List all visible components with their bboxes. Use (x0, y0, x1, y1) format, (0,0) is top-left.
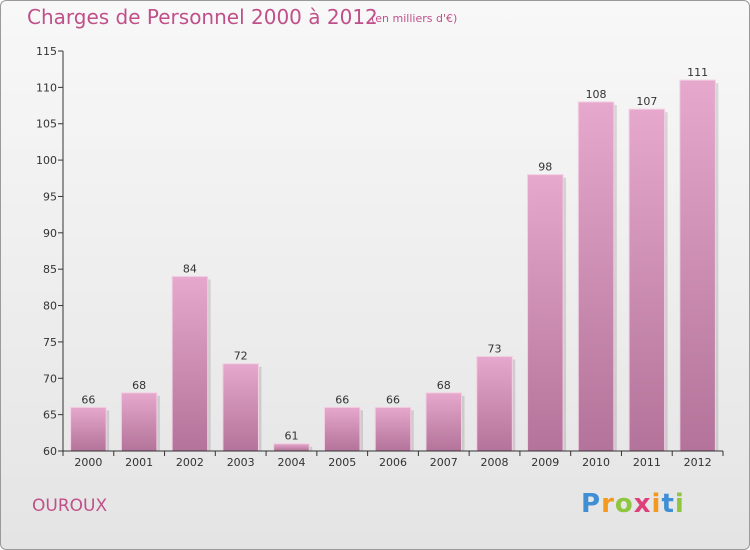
x-tick-label: 2000 (74, 456, 102, 469)
bar-value-label: 73 (488, 342, 502, 355)
bar-value-label: 68 (132, 379, 146, 392)
bar-value-label: 98 (538, 161, 552, 174)
bar-2001 (120, 392, 158, 452)
y-tick-label: 80 (43, 300, 57, 313)
x-tick-label: 2006 (379, 456, 407, 469)
bar-2012 (679, 79, 716, 452)
y-tick-label: 95 (43, 190, 57, 203)
bar-value-label: 84 (183, 262, 197, 275)
logo-letter: o (614, 489, 634, 519)
bar-value-label: 66 (386, 393, 400, 406)
y-tick-label: 110 (36, 81, 57, 94)
bar-value-label: 72 (234, 350, 248, 363)
proxiti-logo: Proxiti (581, 489, 685, 519)
bar-2009 (527, 174, 564, 452)
bar-value-label: 107 (636, 95, 657, 108)
bar-value-label: 61 (284, 430, 298, 443)
y-tick-label: 60 (43, 445, 57, 458)
logo-letter: P (581, 489, 602, 519)
bar-2003 (222, 363, 259, 452)
y-tick-label: 100 (36, 154, 57, 167)
logo-letter: i (674, 489, 685, 519)
chart-subtitle: (en milliers d'€) (371, 12, 458, 25)
bar-2002 (171, 275, 209, 452)
bar-2006 (374, 406, 412, 452)
bar-value-label: 66 (335, 393, 349, 406)
x-tick-label: 2005 (328, 456, 356, 469)
bar-2004 (273, 443, 310, 452)
y-tick-label: 65 (43, 409, 57, 422)
logo-letter: t (661, 489, 675, 519)
commune-name: OUROUX (32, 496, 108, 516)
x-tick-label: 2012 (684, 456, 712, 469)
x-tick-label: 2008 (481, 456, 509, 469)
y-tick-label: 85 (43, 263, 57, 276)
bar-2010 (577, 101, 615, 452)
bar-value-label: 68 (437, 379, 451, 392)
x-tick-label: 2007 (430, 456, 458, 469)
y-tick-label: 75 (43, 336, 57, 349)
y-tick-label: 90 (43, 227, 57, 240)
y-tick-label: 115 (36, 45, 57, 58)
logo-letter: x (633, 489, 652, 519)
x-tick-label: 2011 (633, 456, 661, 469)
x-tick-label: 2009 (531, 456, 559, 469)
x-tick-label: 2002 (176, 456, 204, 469)
bar-2011 (628, 108, 666, 452)
bar-2005 (323, 406, 361, 452)
bar-value-label: 66 (81, 393, 95, 406)
x-tick-label: 2010 (582, 456, 610, 469)
bar-value-label: 108 (586, 88, 607, 101)
y-tick-label: 105 (36, 118, 57, 131)
x-tick-label: 2004 (277, 456, 305, 469)
bar-2000 (70, 406, 107, 452)
logo-letter: i (651, 489, 662, 519)
bar-value-label: 111 (687, 66, 708, 79)
bar-2007 (425, 392, 463, 452)
y-tick-label: 70 (43, 372, 57, 385)
bar-2008 (476, 355, 513, 452)
logo-letter: r (601, 489, 615, 519)
x-tick-label: 2003 (227, 456, 255, 469)
chart-title: Charges de Personnel 2000 à 2012 (27, 5, 378, 29)
x-tick-label: 2001 (125, 456, 153, 469)
